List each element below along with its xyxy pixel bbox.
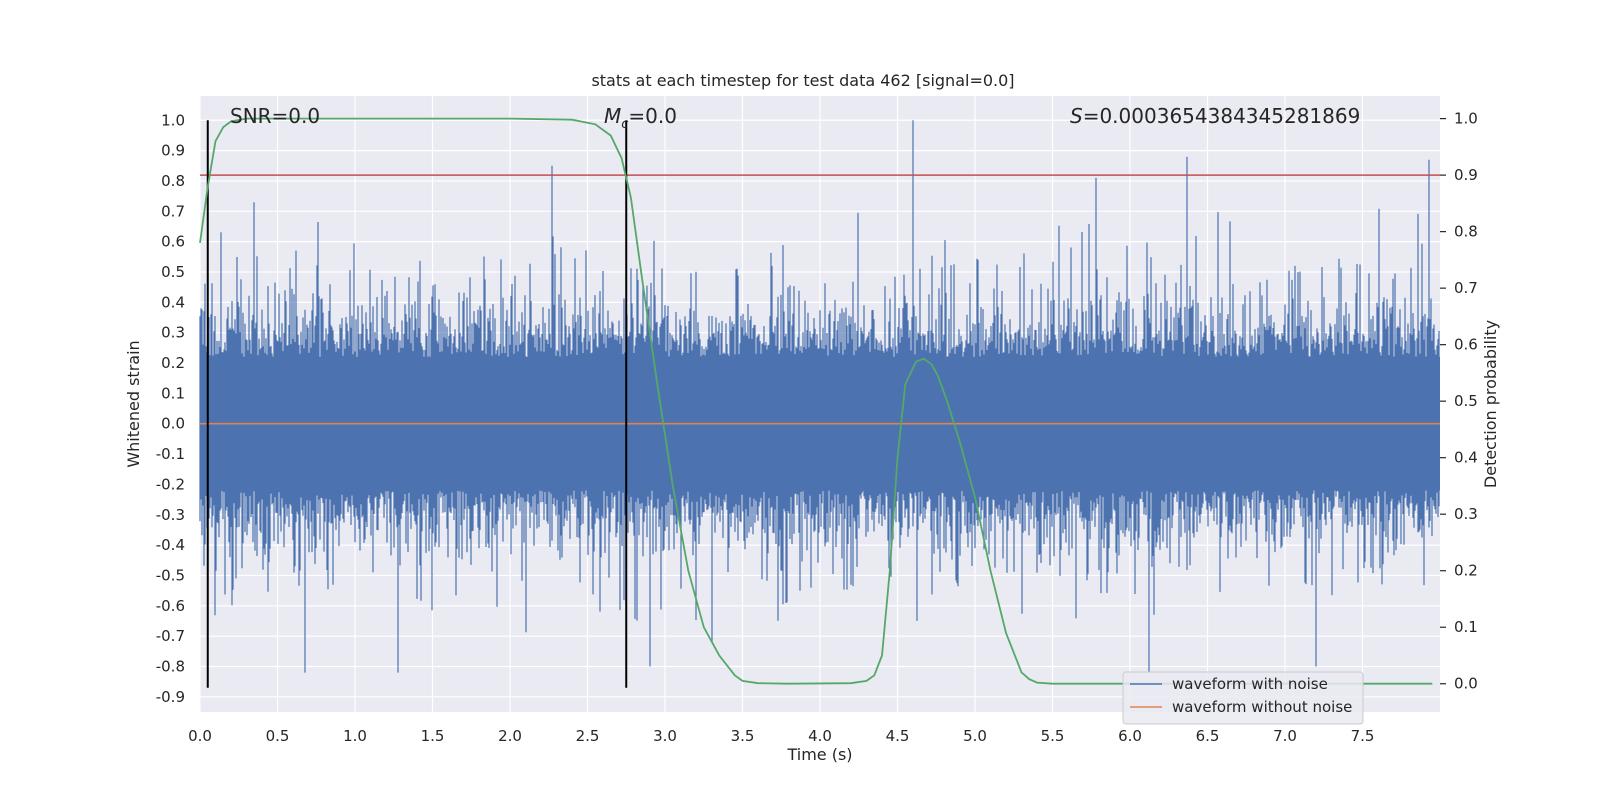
- y-left-tick-label: -0.2: [156, 475, 185, 493]
- y-left-tick-label: 0.0: [161, 415, 185, 433]
- x-tick-label: 6.5: [1196, 727, 1220, 745]
- y-right-tick-label: 0.2: [1454, 562, 1478, 580]
- y-left-tick-label: -0.5: [156, 566, 185, 584]
- series-lines: [199, 117, 1440, 688]
- y-left-axis-label: Whitened strain: [124, 340, 143, 467]
- y-right-tick-label: 0.7: [1454, 279, 1478, 297]
- y-left-tick-label: -0.1: [156, 445, 185, 463]
- y-right-tick-label: 0.3: [1454, 505, 1478, 523]
- x-tick-label: 6.0: [1118, 727, 1142, 745]
- chart-title: stats at each timestep for test data 462…: [591, 71, 1014, 90]
- y-right-axis-ticks: 1.0 0.9 0.8 0.7 0.6 0.5 0.4 0.3 0.2 0.1 0.0: [1440, 110, 1478, 693]
- x-tick-label: 7.0: [1273, 727, 1297, 745]
- y-right-tick-label: 0.8: [1454, 223, 1478, 241]
- y-left-tick-label: 0.4: [161, 293, 185, 311]
- x-tick-label: 4.0: [808, 727, 832, 745]
- y-left-tick-label: -0.6: [156, 597, 185, 615]
- y-right-tick-label: 0.0: [1454, 675, 1478, 693]
- y-left-tick-label: 0.6: [161, 233, 185, 251]
- y-right-tick-label: 0.9: [1454, 166, 1478, 184]
- y-left-tick-label: 0.7: [161, 202, 185, 220]
- y-left-tick-label: 0.8: [161, 172, 185, 190]
- y-left-tick-label: -0.4: [156, 536, 185, 554]
- y-left-tick-label: 0.1: [161, 384, 185, 402]
- y-right-axis-label: Detection probability: [1481, 320, 1500, 488]
- y-right-tick-label: 0.1: [1454, 618, 1478, 636]
- y-left-axis-ticks: 1.0 0.9 0.8 0.7 0.6 0.5 0.4 0.3 0.2 0.1 0.0 -0.1 -0.…: [156, 111, 185, 706]
- y-left-tick-label: -0.7: [156, 627, 185, 645]
- x-tick-label: 3.0: [653, 727, 677, 745]
- x-tick-label: 3.5: [731, 727, 755, 745]
- s-value: =0.0003654384345281869: [1083, 104, 1361, 128]
- y-left-tick-label: -0.9: [156, 688, 185, 706]
- legend-label-noise: waveform with noise: [1172, 675, 1328, 693]
- y-left-tick-label: 0.5: [161, 263, 185, 281]
- x-tick-label: 0.0: [188, 727, 212, 745]
- legend-label-clean: waveform without noise: [1172, 698, 1352, 716]
- y-left-tick-label: 0.9: [161, 142, 185, 160]
- chirp-mass-value: =0.0: [628, 104, 677, 128]
- legend: waveform with noise waveform without noi…: [1122, 671, 1364, 725]
- x-axis-ticks: 0.0 0.5 1.0 1.5 2.0 2.5 3.0 3.5 4.0 4.5 5.0 5.5 6.0 6…: [188, 727, 1374, 745]
- y-left-tick-label: -0.8: [156, 657, 185, 675]
- x-tick-label: 1.0: [343, 727, 367, 745]
- x-tick-label: 0.5: [266, 727, 290, 745]
- y-right-tick-label: 0.5: [1454, 392, 1478, 410]
- chirp-mass-subscript: c: [621, 117, 628, 132]
- detection-probability-line: [199, 117, 1433, 685]
- y-left-tick-label: 0.2: [161, 354, 185, 372]
- x-tick-label: 1.5: [421, 727, 445, 745]
- x-tick-label: 5.0: [963, 727, 987, 745]
- y-left-tick-label: 0.3: [161, 324, 185, 342]
- snr-annotation: SNR=0.0: [230, 104, 320, 128]
- x-tick-label: 5.5: [1041, 727, 1065, 745]
- x-tick-label: 2.0: [498, 727, 522, 745]
- x-tick-label: 4.5: [886, 727, 910, 745]
- s-annotation: S=0.0003654384345281869: [1070, 104, 1360, 128]
- chirp-mass-symbol: M: [604, 104, 621, 128]
- x-tick-label: 7.5: [1351, 727, 1375, 745]
- chirp-mass-annotation: Mc=0.0: [604, 104, 677, 132]
- s-symbol: S: [1070, 104, 1083, 128]
- x-axis-label: Time (s): [786, 745, 852, 764]
- x-tick-label: 2.5: [576, 727, 600, 745]
- y-right-tick-label: 0.6: [1454, 336, 1478, 354]
- legend-box: [1122, 671, 1364, 725]
- y-right-tick-label: 0.4: [1454, 449, 1478, 467]
- y-left-tick-label: -0.3: [156, 506, 185, 524]
- y-right-tick-label: 1.0: [1454, 110, 1478, 128]
- y-left-tick-label: 1.0: [161, 111, 185, 129]
